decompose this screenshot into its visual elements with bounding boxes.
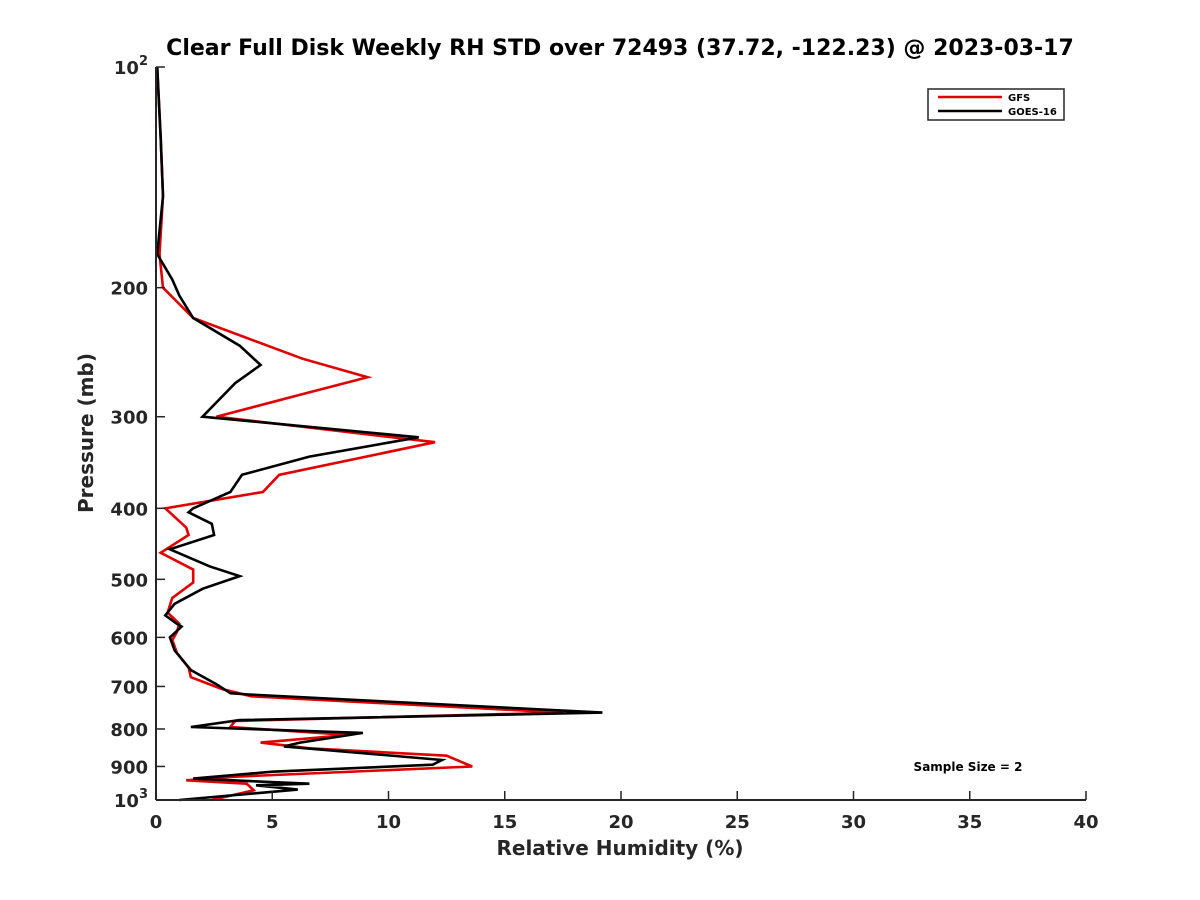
sample-size-annotation: Sample Size = 2 [914,760,1023,774]
y-tick-label: 102 [114,54,148,79]
legend: GFS GOES-16 [927,88,1065,121]
y-tick-label: 103 [114,787,148,812]
x-tick-label: 40 [1073,812,1098,833]
legend-box [927,88,1065,121]
legend-entries: GFS GOES-16 [938,93,1057,118]
x-tick-label: 0 [150,812,163,833]
y-tick-label: 800 [110,720,148,741]
y-tick-label: 300 [110,408,148,429]
y-tick-label: 500 [110,570,148,591]
series-layer [155,66,603,802]
x-tick-label: 10 [376,812,401,833]
x-tick-label: 30 [841,812,866,833]
legend-label: GFS [1008,93,1030,104]
x-tick-label: 25 [725,812,750,833]
legend-label: GOES-16 [1008,107,1057,118]
x-tick-label: 5 [266,812,279,833]
axes-layer: 0 5 10 15 20 25 30 35 40 102 200 300 400 500 600 700 800… [110,54,1098,833]
x-tick-label: 15 [492,812,517,833]
x-tick-label: 35 [957,812,982,833]
x-axis-label: Relative Humidity (%) [496,836,743,860]
y-tick-label: 200 [110,279,148,300]
y-tick-label: 600 [110,628,148,649]
y-tick-label: 700 [110,677,148,698]
y-axis-label: Pressure (mb) [74,353,98,513]
chart-title: Clear Full Disk Weekly RH STD over 72493… [166,36,1074,61]
y-tick-label: 400 [110,499,148,520]
series-line-goes-16 [155,66,603,802]
x-tick-label: 20 [608,812,633,833]
y-tick-label: 900 [110,757,148,778]
